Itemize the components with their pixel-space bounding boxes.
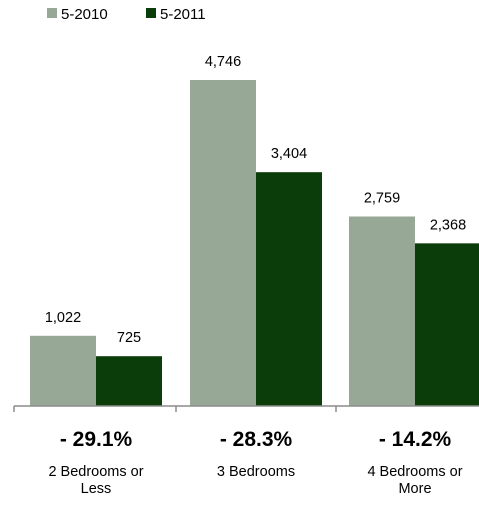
value-label-3-bedrooms-5-2010: 4,746	[205, 54, 241, 70]
category-label-line: Less	[81, 481, 112, 497]
legend: 5-2010 5-2011	[47, 6, 206, 23]
value-label-4-bedrooms-or-more-5-2011: 2,368	[430, 217, 466, 233]
bar-2-bedrooms-or-less-5-2010	[30, 335, 96, 406]
percent-change-labels: - 29.1% - 28.3% - 14.2%	[60, 428, 452, 451]
category-label-2-bedrooms-or-less: 2 Bedrooms or Less	[48, 464, 143, 497]
value-label-4-bedrooms-or-more-5-2010: 2,759	[364, 190, 400, 206]
category-label-3-bedrooms: 3 Bedrooms	[217, 464, 295, 480]
category-label-line: 3 Bedrooms	[217, 464, 295, 480]
bar-3-bedrooms-5-2010	[190, 80, 256, 406]
bar-4-bedrooms-or-more-5-2010	[349, 216, 415, 406]
bar-4-bedrooms-or-more-5-2011	[415, 243, 479, 406]
category-label-line: 4 Bedrooms or	[367, 464, 462, 480]
bar-2-bedrooms-or-less-5-2011	[96, 356, 162, 406]
value-label-3-bedrooms-5-2011: 3,404	[271, 146, 307, 162]
percent-change-4-bedrooms-or-more: - 14.2%	[379, 428, 452, 451]
value-labels-group: 1,022 725 4,746 3,404 2,759 2,368	[45, 54, 466, 346]
category-label-4-bedrooms-or-more: 4 Bedrooms or More	[367, 464, 462, 497]
legend-label-5-2011: 5-2011	[160, 6, 206, 23]
percent-change-2-bedrooms-or-less: - 29.1%	[60, 428, 133, 451]
category-labels: 2 Bedrooms or Less 3 Bedrooms 4 Bedrooms or…	[48, 464, 462, 497]
legend-swatch-5-2011	[146, 8, 156, 18]
bar-3-bedrooms-5-2011	[256, 172, 322, 406]
bars-group	[30, 80, 479, 406]
x-axis	[13, 405, 479, 412]
value-label-2-bedrooms-or-less-5-2011: 725	[117, 330, 141, 346]
percent-change-3-bedrooms: - 28.3%	[220, 428, 293, 451]
category-label-line: More	[398, 481, 431, 497]
category-label-line: 2 Bedrooms or	[48, 464, 143, 480]
legend-label-5-2010: 5-2010	[61, 6, 108, 23]
legend-swatch-5-2010	[47, 8, 57, 18]
value-label-2-bedrooms-or-less-5-2010: 1,022	[45, 310, 81, 326]
